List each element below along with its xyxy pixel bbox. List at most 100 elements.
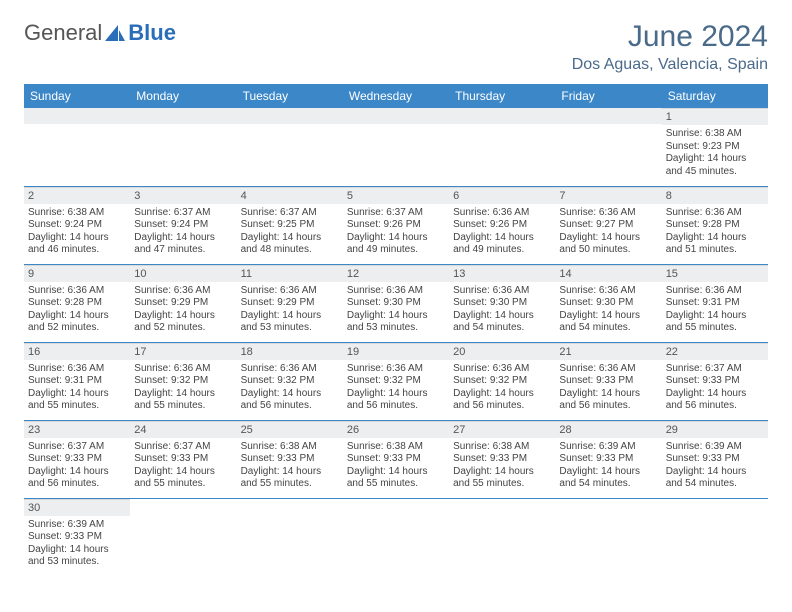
calendar-week-row: 9Sunrise: 6:36 AMSunset: 9:28 PMDaylight… bbox=[24, 264, 768, 342]
calendar-day-cell: 10Sunrise: 6:36 AMSunset: 9:29 PMDayligh… bbox=[130, 264, 236, 342]
calendar-day-cell: 25Sunrise: 6:38 AMSunset: 9:33 PMDayligh… bbox=[237, 420, 343, 498]
day-details: Sunrise: 6:36 AMSunset: 9:30 PMDaylight:… bbox=[449, 282, 555, 339]
calendar-week-row: 1Sunrise: 6:38 AMSunset: 9:23 PMDaylight… bbox=[24, 108, 768, 186]
day-details: Sunrise: 6:37 AMSunset: 9:33 PMDaylight:… bbox=[24, 438, 130, 495]
day-number: 15 bbox=[662, 265, 768, 282]
day-details: Sunrise: 6:36 AMSunset: 9:30 PMDaylight:… bbox=[343, 282, 449, 339]
day-number: 27 bbox=[449, 421, 555, 438]
day-number: 7 bbox=[555, 187, 661, 204]
calendar-day-cell: 14Sunrise: 6:36 AMSunset: 9:30 PMDayligh… bbox=[555, 264, 661, 342]
brand-general: General bbox=[24, 20, 102, 46]
month-title: June 2024 bbox=[572, 20, 768, 54]
day-number: 22 bbox=[662, 343, 768, 360]
day-details: Sunrise: 6:38 AMSunset: 9:33 PMDaylight:… bbox=[343, 438, 449, 495]
day-number: 12 bbox=[343, 265, 449, 282]
calendar-day-cell: 3Sunrise: 6:37 AMSunset: 9:24 PMDaylight… bbox=[130, 186, 236, 264]
day-number: 6 bbox=[449, 187, 555, 204]
calendar-day-cell: 4Sunrise: 6:37 AMSunset: 9:25 PMDaylight… bbox=[237, 186, 343, 264]
weekday-header: Wednesday bbox=[343, 84, 449, 108]
calendar-body: 1Sunrise: 6:38 AMSunset: 9:23 PMDaylight… bbox=[24, 108, 768, 576]
day-details: Sunrise: 6:36 AMSunset: 9:26 PMDaylight:… bbox=[449, 204, 555, 261]
calendar-empty-cell bbox=[130, 108, 236, 186]
day-number: 2 bbox=[24, 187, 130, 204]
day-details: Sunrise: 6:36 AMSunset: 9:27 PMDaylight:… bbox=[555, 204, 661, 261]
calendar-day-cell: 15Sunrise: 6:36 AMSunset: 9:31 PMDayligh… bbox=[662, 264, 768, 342]
day-number: 24 bbox=[130, 421, 236, 438]
day-details: Sunrise: 6:36 AMSunset: 9:33 PMDaylight:… bbox=[555, 360, 661, 417]
calendar-empty-cell bbox=[237, 498, 343, 576]
calendar-week-row: 16Sunrise: 6:36 AMSunset: 9:31 PMDayligh… bbox=[24, 342, 768, 420]
location-subtitle: Dos Aguas, Valencia, Spain bbox=[572, 56, 768, 74]
day-number: 11 bbox=[237, 265, 343, 282]
calendar-empty-cell bbox=[449, 108, 555, 186]
title-block: June 2024 Dos Aguas, Valencia, Spain bbox=[572, 20, 768, 74]
day-details: Sunrise: 6:36 AMSunset: 9:29 PMDaylight:… bbox=[237, 282, 343, 339]
day-details: Sunrise: 6:37 AMSunset: 9:24 PMDaylight:… bbox=[130, 204, 236, 261]
day-details: Sunrise: 6:36 AMSunset: 9:29 PMDaylight:… bbox=[130, 282, 236, 339]
calendar-head: SundayMondayTuesdayWednesdayThursdayFrid… bbox=[24, 84, 768, 108]
day-details: Sunrise: 6:36 AMSunset: 9:32 PMDaylight:… bbox=[449, 360, 555, 417]
brand-blue: Blue bbox=[128, 20, 176, 46]
calendar-day-cell: 20Sunrise: 6:36 AMSunset: 9:32 PMDayligh… bbox=[449, 342, 555, 420]
calendar-day-cell: 29Sunrise: 6:39 AMSunset: 9:33 PMDayligh… bbox=[662, 420, 768, 498]
day-number: 25 bbox=[237, 421, 343, 438]
weekday-header: Monday bbox=[130, 84, 236, 108]
calendar-day-cell: 2Sunrise: 6:38 AMSunset: 9:24 PMDaylight… bbox=[24, 186, 130, 264]
calendar-week-row: 30Sunrise: 6:39 AMSunset: 9:33 PMDayligh… bbox=[24, 498, 768, 576]
day-details: Sunrise: 6:37 AMSunset: 9:33 PMDaylight:… bbox=[130, 438, 236, 495]
calendar-day-cell: 22Sunrise: 6:37 AMSunset: 9:33 PMDayligh… bbox=[662, 342, 768, 420]
day-number: 19 bbox=[343, 343, 449, 360]
calendar-day-cell: 1Sunrise: 6:38 AMSunset: 9:23 PMDaylight… bbox=[662, 108, 768, 186]
day-details: Sunrise: 6:38 AMSunset: 9:24 PMDaylight:… bbox=[24, 204, 130, 261]
day-number: 18 bbox=[237, 343, 343, 360]
calendar-day-cell: 18Sunrise: 6:36 AMSunset: 9:32 PMDayligh… bbox=[237, 342, 343, 420]
calendar-day-cell: 27Sunrise: 6:38 AMSunset: 9:33 PMDayligh… bbox=[449, 420, 555, 498]
calendar-day-cell: 8Sunrise: 6:36 AMSunset: 9:28 PMDaylight… bbox=[662, 186, 768, 264]
day-details: Sunrise: 6:38 AMSunset: 9:23 PMDaylight:… bbox=[662, 125, 768, 182]
day-number: 20 bbox=[449, 343, 555, 360]
day-number: 17 bbox=[130, 343, 236, 360]
calendar-day-cell: 17Sunrise: 6:36 AMSunset: 9:32 PMDayligh… bbox=[130, 342, 236, 420]
weekday-header: Saturday bbox=[662, 84, 768, 108]
calendar-day-cell: 12Sunrise: 6:36 AMSunset: 9:30 PMDayligh… bbox=[343, 264, 449, 342]
day-details: Sunrise: 6:38 AMSunset: 9:33 PMDaylight:… bbox=[237, 438, 343, 495]
page-header: General Blue June 2024 Dos Aguas, Valenci… bbox=[24, 20, 768, 74]
day-details: Sunrise: 6:39 AMSunset: 9:33 PMDaylight:… bbox=[24, 516, 130, 573]
day-details: Sunrise: 6:36 AMSunset: 9:30 PMDaylight:… bbox=[555, 282, 661, 339]
calendar-table: SundayMondayTuesdayWednesdayThursdayFrid… bbox=[24, 84, 768, 576]
day-number: 28 bbox=[555, 421, 661, 438]
day-number: 8 bbox=[662, 187, 768, 204]
day-details: Sunrise: 6:39 AMSunset: 9:33 PMDaylight:… bbox=[555, 438, 661, 495]
day-details: Sunrise: 6:37 AMSunset: 9:33 PMDaylight:… bbox=[662, 360, 768, 417]
calendar-day-cell: 11Sunrise: 6:36 AMSunset: 9:29 PMDayligh… bbox=[237, 264, 343, 342]
day-number: 30 bbox=[24, 499, 130, 516]
calendar-empty-cell bbox=[237, 108, 343, 186]
calendar-day-cell: 6Sunrise: 6:36 AMSunset: 9:26 PMDaylight… bbox=[449, 186, 555, 264]
day-number: 3 bbox=[130, 187, 236, 204]
calendar-empty-cell bbox=[449, 498, 555, 576]
calendar-week-row: 2Sunrise: 6:38 AMSunset: 9:24 PMDaylight… bbox=[24, 186, 768, 264]
calendar-day-cell: 24Sunrise: 6:37 AMSunset: 9:33 PMDayligh… bbox=[130, 420, 236, 498]
day-details: Sunrise: 6:36 AMSunset: 9:28 PMDaylight:… bbox=[662, 204, 768, 261]
day-number: 14 bbox=[555, 265, 661, 282]
day-number: 26 bbox=[343, 421, 449, 438]
calendar-day-cell: 19Sunrise: 6:36 AMSunset: 9:32 PMDayligh… bbox=[343, 342, 449, 420]
sail-icon bbox=[104, 24, 126, 42]
calendar-day-cell: 16Sunrise: 6:36 AMSunset: 9:31 PMDayligh… bbox=[24, 342, 130, 420]
calendar-day-cell: 13Sunrise: 6:36 AMSunset: 9:30 PMDayligh… bbox=[449, 264, 555, 342]
day-details: Sunrise: 6:36 AMSunset: 9:32 PMDaylight:… bbox=[237, 360, 343, 417]
calendar-week-row: 23Sunrise: 6:37 AMSunset: 9:33 PMDayligh… bbox=[24, 420, 768, 498]
calendar-empty-cell bbox=[130, 498, 236, 576]
day-details: Sunrise: 6:38 AMSunset: 9:33 PMDaylight:… bbox=[449, 438, 555, 495]
weekday-header: Thursday bbox=[449, 84, 555, 108]
calendar-empty-cell bbox=[555, 108, 661, 186]
calendar-empty-cell bbox=[343, 498, 449, 576]
day-number: 1 bbox=[662, 108, 768, 125]
day-number: 10 bbox=[130, 265, 236, 282]
day-details: Sunrise: 6:36 AMSunset: 9:31 PMDaylight:… bbox=[662, 282, 768, 339]
calendar-day-cell: 21Sunrise: 6:36 AMSunset: 9:33 PMDayligh… bbox=[555, 342, 661, 420]
day-number: 9 bbox=[24, 265, 130, 282]
day-details: Sunrise: 6:36 AMSunset: 9:31 PMDaylight:… bbox=[24, 360, 130, 417]
day-details: Sunrise: 6:36 AMSunset: 9:32 PMDaylight:… bbox=[130, 360, 236, 417]
day-number: 29 bbox=[662, 421, 768, 438]
